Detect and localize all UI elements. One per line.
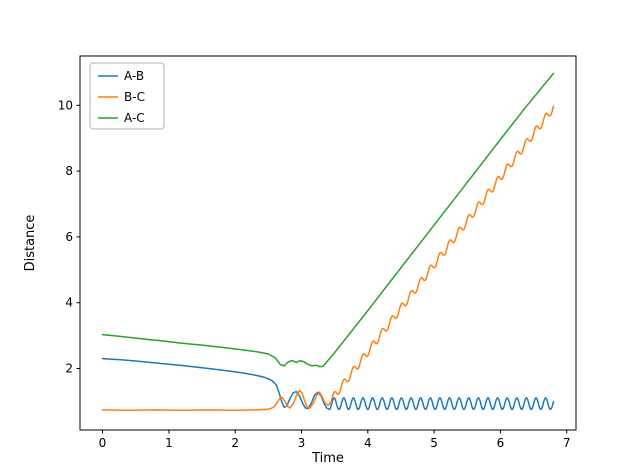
y-tick-label: 2 [65, 362, 73, 376]
x-tick-label: 1 [165, 436, 173, 450]
y-axis-label: Distance [23, 215, 38, 272]
legend-label: A-C [124, 111, 145, 125]
y-tick-label: 8 [65, 164, 73, 178]
x-tick-label: 0 [99, 436, 107, 450]
series-line-a-b [101, 357, 555, 411]
series-line-a-c [101, 72, 555, 368]
axes: 0 1 2 3 4 5 6 7 2 4 6 8 10 Time Distance A-B B-C A-C [23, 55, 577, 466]
x-tick-label: 2 [231, 436, 239, 450]
x-tick-label: 4 [364, 436, 372, 450]
y-axis-ticks: 2 4 6 8 10 [58, 98, 80, 376]
axes-spines [79, 55, 577, 431]
legend-box [89, 62, 165, 130]
legend-label: B-C [124, 90, 145, 104]
legend: A-B B-C A-C [89, 62, 165, 130]
legend-label: A-B [124, 69, 144, 83]
series-line-b-c [101, 105, 555, 412]
series-lines [101, 72, 555, 412]
y-tick-label: 4 [65, 296, 73, 310]
x-tick-label: 5 [430, 436, 438, 450]
x-tick-label: 6 [497, 436, 505, 450]
x-axis-label: Time [311, 451, 344, 466]
x-tick-label: 7 [563, 436, 571, 450]
x-axis-ticks: 0 1 2 3 4 5 6 7 [99, 430, 571, 450]
y-tick-label: 6 [65, 230, 73, 244]
y-tick-label: 10 [58, 98, 73, 112]
x-tick-label: 3 [298, 436, 306, 450]
